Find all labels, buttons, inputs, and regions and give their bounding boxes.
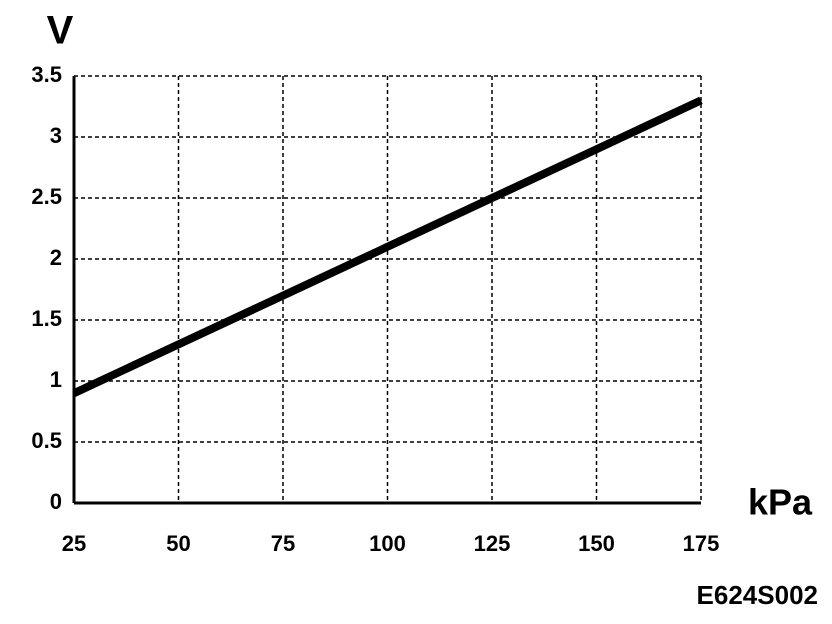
data-line [72, 96, 703, 397]
x-tick-label: 175 [683, 531, 720, 556]
y-tick-label: 3.5 [31, 62, 62, 87]
x-tick-label: 75 [271, 531, 295, 556]
x-axis-label: kPa [748, 482, 813, 523]
y-tick-label: 1 [50, 367, 62, 392]
y-tick-label: 1.5 [31, 306, 62, 331]
y-tick-label: 3 [50, 123, 62, 148]
y-tick-label: 2.5 [31, 184, 62, 209]
x-tick-label: 25 [62, 531, 86, 556]
y-tick-label: 0 [50, 489, 62, 514]
x-tick-label: 150 [578, 531, 615, 556]
y-axis-label: V [47, 9, 74, 53]
y-tick-label: 0.5 [31, 428, 62, 453]
y-tick-label: 2 [50, 245, 62, 270]
figure-code: E624S002 [697, 580, 818, 610]
x-tick-label: 50 [166, 531, 190, 556]
x-tick-label: 125 [474, 531, 511, 556]
x-tick-label: 100 [369, 531, 406, 556]
